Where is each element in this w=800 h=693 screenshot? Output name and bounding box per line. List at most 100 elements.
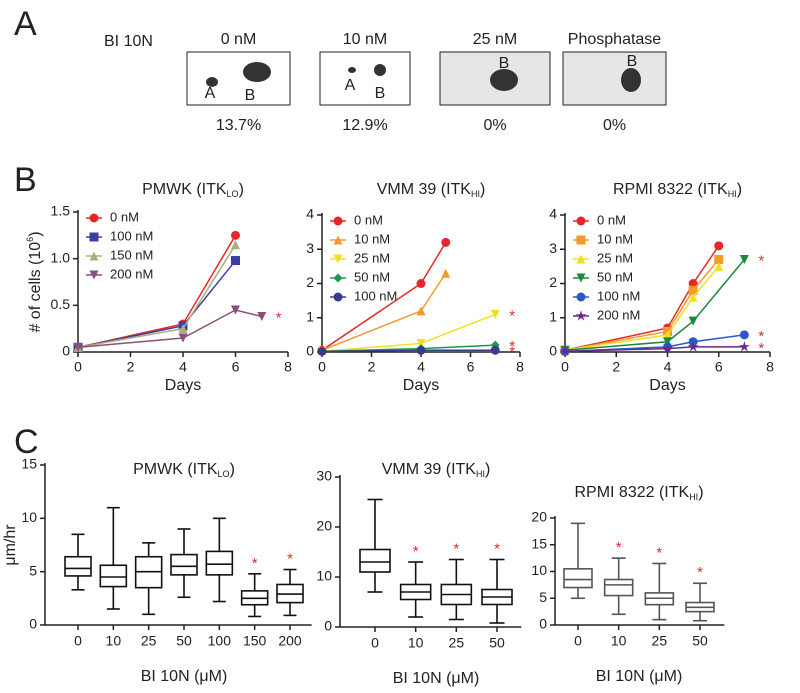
marker <box>688 316 698 326</box>
y-tick-label: 30 <box>316 468 332 484</box>
y-tick-label: 3 <box>306 240 314 256</box>
band-label: B <box>375 85 386 102</box>
series-line <box>321 272 447 351</box>
marker <box>576 254 586 264</box>
marker <box>178 333 188 343</box>
x-tick-label: 150 <box>243 633 267 649</box>
y-tick-label: 0 <box>324 618 332 634</box>
x-tick-label: 4 <box>664 359 672 375</box>
x-tick-label: 50 <box>692 633 708 649</box>
marker <box>490 309 500 319</box>
blot-percent: 0% <box>603 117 626 134</box>
x-tick-label: 50 <box>489 635 505 651</box>
chart-title-part: ) <box>239 181 244 198</box>
chart-title-part: LO <box>218 469 230 479</box>
panel-label: A <box>14 5 37 43</box>
chart-title-part: ) <box>230 461 235 478</box>
x-tick-label: 8 <box>516 359 524 375</box>
significance-mark: * <box>509 307 515 324</box>
y-tick-label: 20 <box>531 509 547 525</box>
legend-label: 0 nM <box>597 212 626 227</box>
x-tick-label: 10 <box>611 633 627 649</box>
y-tick-label: 5 <box>539 589 547 605</box>
marker <box>231 240 240 250</box>
blot-spot <box>621 68 641 92</box>
series-line <box>564 259 745 352</box>
x-axis-label: BI 10N (μM) <box>393 670 480 687</box>
marker <box>714 241 724 251</box>
legend-label: 50 nM <box>354 269 390 284</box>
y-tick-label: 10 <box>21 509 37 525</box>
chart-title: VMM 39 (ITKHI) <box>377 181 486 199</box>
significance-mark: * <box>697 564 703 581</box>
series-line <box>564 245 720 352</box>
y-tick-label: 2 <box>306 274 314 290</box>
y-tick-label: 10 <box>316 568 332 584</box>
y-tick-label: 0 <box>306 343 314 359</box>
marker <box>231 256 240 266</box>
chart-title-part: VMM 39 (ITK <box>377 181 472 198</box>
marker <box>688 285 698 295</box>
marker <box>441 237 451 247</box>
x-axis-label: Days <box>403 377 439 394</box>
marker <box>739 330 749 340</box>
marker <box>739 255 749 265</box>
x-tick-label: 2 <box>368 359 376 375</box>
blot-condition: 0 nM <box>221 31 257 48</box>
y-tick-label: 1.5 <box>51 203 71 219</box>
significance-mark: * <box>656 544 662 561</box>
chart-title-part: ) <box>485 461 490 478</box>
panel-label: B <box>14 161 37 199</box>
box <box>205 550 234 576</box>
x-tick-label: 100 <box>208 633 232 649</box>
legend-label: 100 nM <box>354 288 397 303</box>
marker <box>89 232 99 242</box>
marker <box>714 255 724 265</box>
chart-title: PMWK (ITKLO) <box>142 181 244 199</box>
significance-mark: * <box>413 543 419 560</box>
chart-title-part: HI <box>476 469 485 479</box>
legend-label: 150 nM <box>110 247 153 262</box>
significance-mark: * <box>509 338 515 355</box>
y-tick-label: 4 <box>549 206 557 222</box>
y-tick-label: 1.0 <box>51 249 71 265</box>
y-axis-label-part: 6 <box>25 237 35 242</box>
y-axis-label-part: # of cells (10 <box>27 242 44 333</box>
chart-title-part: ) <box>698 484 703 501</box>
marker <box>73 342 83 352</box>
marker <box>416 338 426 348</box>
marker <box>89 251 99 261</box>
box <box>64 555 92 577</box>
series-line <box>564 259 720 352</box>
blot-spot <box>243 62 271 82</box>
blot-spot <box>348 67 356 73</box>
y-tick-label: 3 <box>549 240 557 256</box>
x-tick-label: 2 <box>612 359 620 375</box>
box <box>563 568 593 589</box>
x-axis-label: BI 10N (μM) <box>141 668 228 685</box>
significance-mark: * <box>252 555 258 572</box>
marker <box>687 341 699 352</box>
blot-percent: 13.7% <box>216 117 261 134</box>
legend-label: 200 nM <box>597 307 640 322</box>
blot-percent: 12.9% <box>342 117 387 134</box>
band-label: A <box>345 77 356 94</box>
x-tick-label: 8 <box>766 359 774 375</box>
band-label: B <box>627 53 638 70</box>
x-tick-label: 10 <box>408 635 424 651</box>
significance-mark: * <box>758 340 764 357</box>
series-line <box>77 309 262 349</box>
blot-condition: 25 nM <box>473 31 517 48</box>
significance-mark: * <box>758 328 764 345</box>
legend-label: 10 nM <box>354 231 390 246</box>
x-tick-label: 0 <box>561 359 569 375</box>
significance-mark: * <box>453 540 459 557</box>
band-label: B <box>499 55 510 72</box>
chart-title-part: VMM 39 (ITK <box>382 461 477 478</box>
blot-percent: 0% <box>483 117 506 134</box>
significance-mark: * <box>287 551 293 568</box>
marker <box>661 342 674 354</box>
x-tick-label: 4 <box>179 359 187 375</box>
chart-title-part: PMWK (ITK <box>133 461 218 478</box>
